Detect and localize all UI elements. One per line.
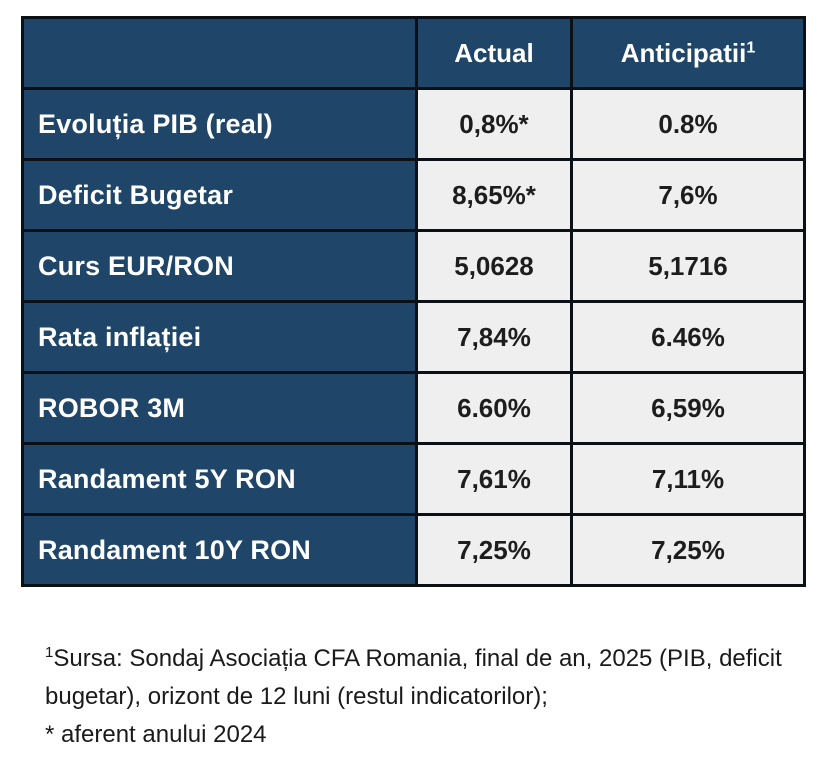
indicators-table: Actual Anticipatii1 Evoluția PIB (real) … [21, 16, 806, 587]
row-label: Curs EUR/RON [21, 229, 418, 303]
header-empty-cell [21, 16, 418, 90]
anticipatii-value: 6,59% [570, 371, 806, 445]
footnote-source-line-1: 1Sursa: Sondaj Asociația CFA Romania, fi… [45, 640, 795, 678]
footnote-block: 1Sursa: Sondaj Asociația CFA Romania, fi… [45, 640, 795, 754]
table-row-deficit-bugetar: Deficit Bugetar 8,65%* 7,6% [21, 158, 806, 232]
anticipatii-value: 0.8% [570, 87, 806, 161]
row-label: Evoluția PIB (real) [21, 87, 418, 161]
header-actual-label: Actual [454, 37, 534, 68]
footnote-asterisk-note: * aferent anului 2024 [45, 721, 267, 748]
anticipatii-value: 7,25% [570, 513, 806, 587]
table-row-curs-eur-ron: Curs EUR/RON 5,0628 5,1716 [21, 229, 806, 303]
actual-value: 7,25% [415, 513, 573, 587]
table-row-evolutia-pib: Evoluția PIB (real) 0,8%* 0.8% [21, 87, 806, 161]
table-header-row: Actual Anticipatii1 [21, 16, 806, 90]
actual-value: 8,65%* [415, 158, 573, 232]
actual-value: 7,84% [415, 300, 573, 374]
anticipatii-value: 5,1716 [570, 229, 806, 303]
table-row-randament-5y: Randament 5Y RON 7,61% 7,11% [21, 442, 806, 516]
table-row-randament-10y: Randament 10Y RON 7,25% 7,25% [21, 513, 806, 587]
row-label: Randament 5Y RON [21, 442, 418, 516]
row-label: Randament 10Y RON [21, 513, 418, 587]
row-label: ROBOR 3M [21, 371, 418, 445]
anticipatii-value: 7,6% [570, 158, 806, 232]
row-label: Deficit Bugetar [21, 158, 418, 232]
footnote-source-text: Sursa: Sondaj Asociația CFA Romania, fin… [53, 645, 782, 672]
anticipatii-value: 6.46% [570, 300, 806, 374]
footnote-superscript: 1 [45, 644, 54, 661]
header-anticipatii-label: Anticipatii [620, 37, 747, 68]
actual-value: 5,0628 [415, 229, 573, 303]
actual-value: 0,8%* [415, 87, 573, 161]
header-anticipatii: Anticipatii1 [570, 16, 806, 90]
actual-value: 7,61% [415, 442, 573, 516]
header-actual: Actual [415, 16, 573, 90]
header-anticipatii-superscript: 1 [746, 38, 756, 56]
table-row-rata-inflatiei: Rata inflației 7,84% 6.46% [21, 300, 806, 374]
table-row-robor-3m: ROBOR 3M 6.60% 6,59% [21, 371, 806, 445]
row-label: Rata inflației [21, 300, 418, 374]
actual-value: 6.60% [415, 371, 573, 445]
anticipatii-value: 7,11% [570, 442, 806, 516]
footnote-source-line-2: bugetar), orizont de 12 luni (restul ind… [45, 683, 548, 710]
